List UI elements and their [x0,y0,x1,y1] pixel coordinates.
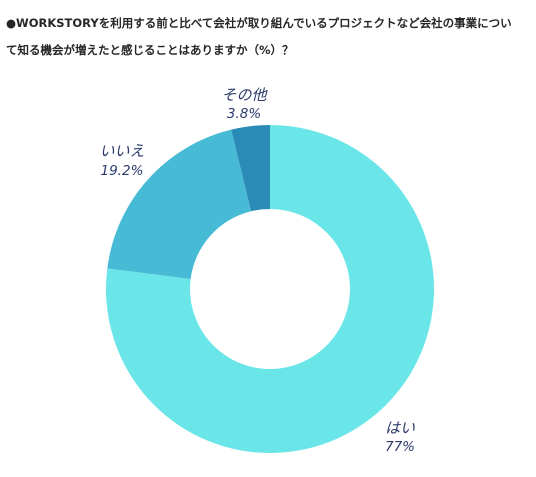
slice-value-1: 19.2% [101,163,144,179]
chart-title: ●WORKSTORYを利用する前と比べて会社が取り組んでいるプロジェクトなど会社… [6,10,531,64]
slice-label-2: その他 3.8% [221,86,268,122]
slice-labels: はい 77% いいえ 19.2% その他 3.8% [99,86,415,455]
slice-name-2: その他 [221,86,268,104]
chart-title-line-2: て知る機会が増えたと感じることはありますか（%）？ [6,43,294,57]
slice-value-0: 77% [385,439,415,455]
slice-name-0: はい [385,419,415,437]
donut-slice-1 [107,129,252,279]
slice-name-1: いいえ [99,142,144,160]
donut-slices [106,125,435,453]
chart-title-line-1: ●WORKSTORYを利用する前と比べて会社が取り組んでいるプロジェクトなど会社… [6,16,512,30]
slice-value-2: 3.8% [227,106,261,122]
donut-slice-0 [106,125,435,453]
slice-label-0: はい 77% [385,419,415,455]
donut-slice-2 [231,125,270,212]
slice-label-1: いいえ 19.2% [99,142,144,179]
